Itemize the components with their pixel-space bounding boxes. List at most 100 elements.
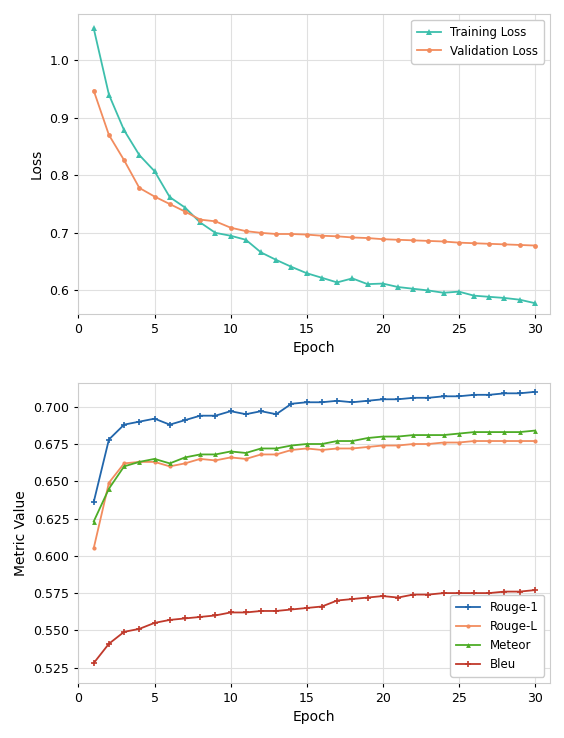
Meteor xyxy=(212,450,219,459)
Meteor xyxy=(516,427,523,436)
Validation Loss xyxy=(410,236,417,245)
Validation Loss xyxy=(456,238,462,247)
Rouge-1 xyxy=(349,398,356,407)
Training Loss xyxy=(90,24,97,32)
Rouge-1 xyxy=(440,392,447,401)
Validation Loss xyxy=(227,223,234,232)
Training Loss xyxy=(288,263,295,272)
Rouge-1 xyxy=(516,389,523,398)
Bleu xyxy=(212,611,219,620)
Training Loss xyxy=(516,295,523,304)
Validation Loss xyxy=(440,237,447,246)
Meteor xyxy=(121,462,127,471)
Validation Loss xyxy=(486,239,492,248)
Y-axis label: Loss: Loss xyxy=(30,148,44,179)
Meteor xyxy=(166,459,173,468)
Training Loss xyxy=(334,278,341,287)
Training Loss xyxy=(212,229,219,238)
Rouge-1 xyxy=(288,399,295,408)
Bleu xyxy=(303,604,310,613)
Meteor xyxy=(319,440,325,449)
Rouge-1 xyxy=(136,417,143,426)
Rouge-L xyxy=(151,458,158,466)
X-axis label: Epoch: Epoch xyxy=(293,710,336,724)
Bleu xyxy=(486,589,492,598)
Rouge-1 xyxy=(105,435,112,444)
Validation Loss xyxy=(303,230,310,239)
Rouge-L xyxy=(303,444,310,453)
Rouge-L xyxy=(486,437,492,446)
Rouge-L xyxy=(516,437,523,446)
Line: Bleu: Bleu xyxy=(90,587,539,666)
Training Loss xyxy=(105,90,112,99)
Validation Loss xyxy=(136,184,143,193)
Bleu xyxy=(364,593,371,602)
Bleu xyxy=(273,607,280,615)
Rouge-1 xyxy=(273,410,280,418)
Legend: Rouge-1, Rouge-L, Meteor, Bleu: Rouge-1, Rouge-L, Meteor, Bleu xyxy=(451,595,544,677)
Line: Validation Loss: Validation Loss xyxy=(91,88,537,248)
Training Loss xyxy=(425,286,432,295)
Validation Loss xyxy=(243,227,249,235)
Bleu xyxy=(425,590,432,599)
Training Loss xyxy=(456,287,462,296)
Meteor xyxy=(380,432,386,441)
Bleu xyxy=(227,608,234,617)
Rouge-1 xyxy=(319,398,325,407)
Rouge-L xyxy=(227,453,234,462)
Training Loss xyxy=(349,274,356,283)
Rouge-1 xyxy=(334,396,341,405)
Bleu xyxy=(166,615,173,624)
Bleu xyxy=(440,589,447,598)
Training Loss xyxy=(501,294,508,303)
Bleu xyxy=(197,613,204,621)
Rouge-1 xyxy=(212,411,219,420)
Rouge-1 xyxy=(303,398,310,407)
Rouge-1 xyxy=(258,407,265,415)
Validation Loss xyxy=(273,230,280,238)
Bleu xyxy=(258,607,265,615)
Bleu xyxy=(349,595,356,604)
Rouge-1 xyxy=(395,395,402,404)
Training Loss xyxy=(258,248,265,257)
Meteor xyxy=(425,431,432,440)
Validation Loss xyxy=(395,235,402,244)
Meteor xyxy=(531,426,538,435)
Line: Rouge-L: Rouge-L xyxy=(91,439,537,551)
Validation Loss xyxy=(288,230,295,238)
Rouge-1 xyxy=(197,411,204,420)
Training Loss xyxy=(273,255,280,264)
Bleu xyxy=(531,586,538,595)
Validation Loss xyxy=(501,240,508,249)
Validation Loss xyxy=(349,233,356,242)
Bleu xyxy=(151,618,158,627)
Validation Loss xyxy=(105,131,112,139)
Training Loss xyxy=(182,203,188,212)
Rouge-L xyxy=(136,458,143,466)
Training Loss xyxy=(470,292,477,300)
Bleu xyxy=(380,592,386,601)
Meteor xyxy=(486,427,492,436)
Training Loss xyxy=(227,231,234,240)
Rouge-L xyxy=(182,459,188,468)
Rouge-L xyxy=(288,446,295,455)
Meteor xyxy=(395,432,402,441)
Rouge-L xyxy=(456,438,462,447)
Bleu xyxy=(136,624,143,633)
Rouge-L xyxy=(319,446,325,455)
Rouge-L xyxy=(425,440,432,449)
Training Loss xyxy=(151,167,158,176)
Rouge-L xyxy=(440,438,447,447)
Training Loss xyxy=(121,126,127,135)
Meteor xyxy=(349,437,356,446)
Rouge-1 xyxy=(501,389,508,398)
Line: Meteor: Meteor xyxy=(91,428,537,524)
Meteor xyxy=(288,441,295,450)
Validation Loss xyxy=(425,236,432,245)
Bleu xyxy=(182,614,188,623)
Training Loss xyxy=(486,292,492,301)
Rouge-L xyxy=(166,462,173,471)
Rouge-L xyxy=(334,444,341,453)
Rouge-L xyxy=(349,444,356,453)
Rouge-L xyxy=(121,459,127,468)
